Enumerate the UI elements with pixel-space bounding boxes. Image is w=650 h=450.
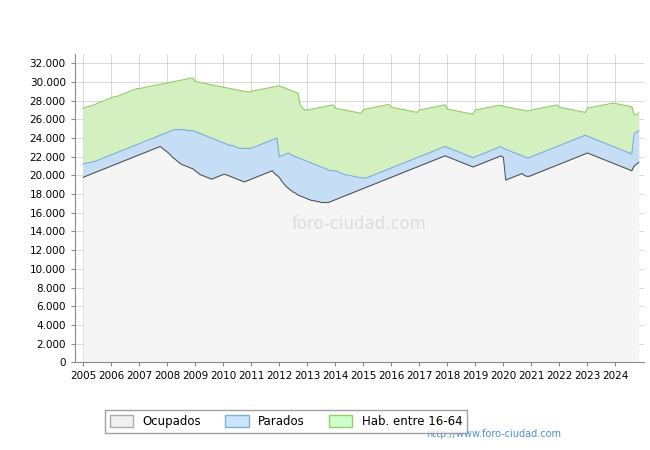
- Text: foro-ciudad.com: foro-ciudad.com: [292, 215, 426, 233]
- Text: Antequera - Evolucion de la poblacion en edad de Trabajar Noviembre de 2024: Antequera - Evolucion de la poblacion en…: [77, 17, 573, 30]
- Legend: Ocupados, Parados, Hab. entre 16-64: Ocupados, Parados, Hab. entre 16-64: [105, 410, 467, 433]
- Text: http://www.foro-ciudad.com: http://www.foro-ciudad.com: [426, 429, 562, 439]
